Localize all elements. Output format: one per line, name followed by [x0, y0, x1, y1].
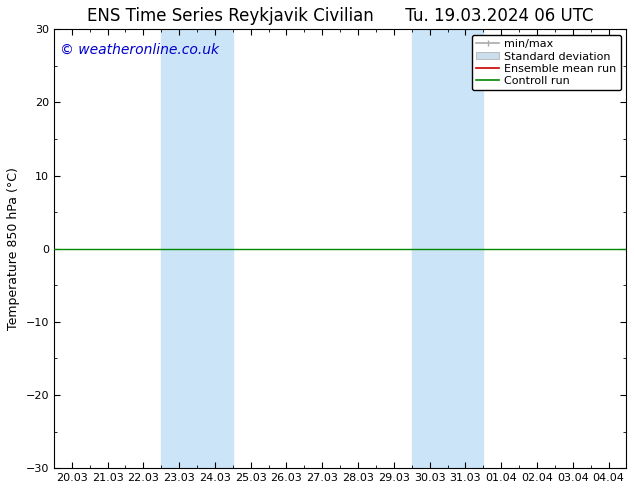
- Legend: min/max, Standard deviation, Ensemble mean run, Controll run: min/max, Standard deviation, Ensemble me…: [472, 35, 621, 90]
- Text: © weatheronline.co.uk: © weatheronline.co.uk: [60, 43, 219, 56]
- Y-axis label: Temperature 850 hPa (°C): Temperature 850 hPa (°C): [7, 167, 20, 330]
- Bar: [161, 29, 233, 468]
- Bar: [411, 29, 483, 468]
- Title: ENS Time Series Reykjavik Civilian      Tu. 19.03.2024 06 UTC: ENS Time Series Reykjavik Civilian Tu. 1…: [87, 7, 593, 25]
